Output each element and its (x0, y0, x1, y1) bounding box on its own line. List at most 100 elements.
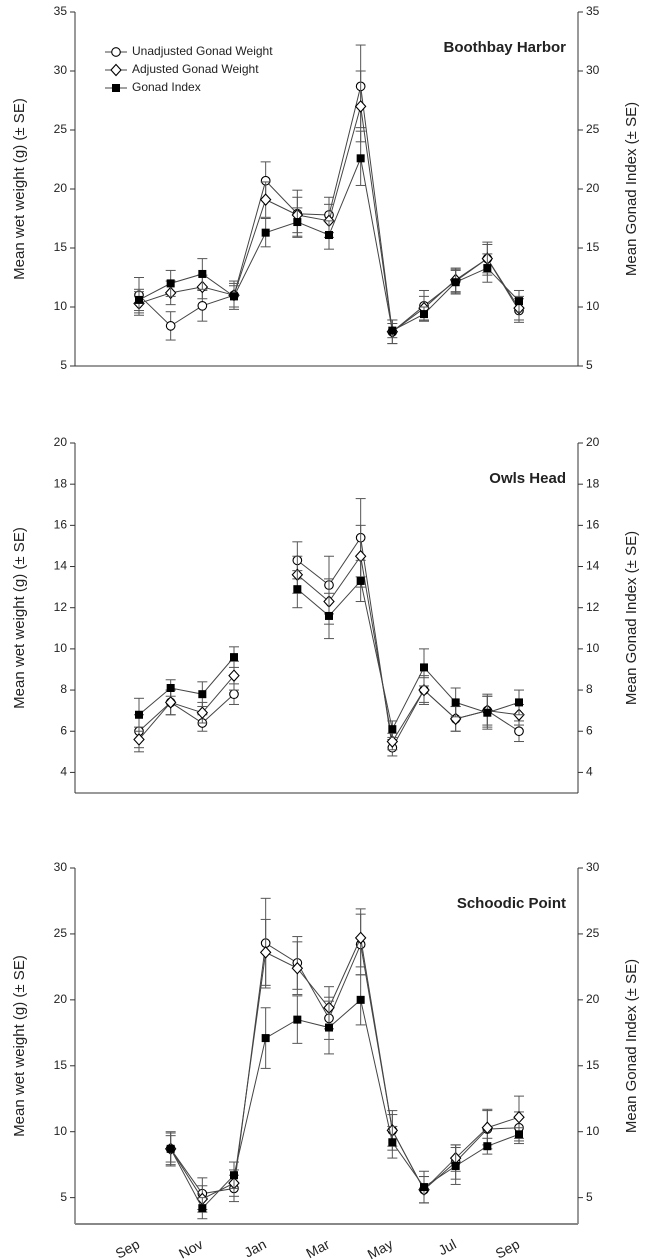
marker (197, 300, 208, 311)
series-line (138, 579, 520, 731)
y2-tick-label: 15 (586, 1058, 600, 1072)
y-tick-label: 25 (54, 122, 68, 136)
y2-axis-label: Mean Gonad Index (± SE) (623, 959, 640, 1133)
marker (228, 669, 240, 682)
y-tick-label: 8 (60, 682, 67, 696)
marker (451, 698, 460, 707)
marker (420, 1183, 428, 1192)
y2-tick-label: 5 (586, 1190, 593, 1204)
marker (259, 946, 272, 959)
marker (135, 710, 143, 719)
marker (229, 689, 239, 700)
marker (261, 228, 270, 237)
y2-tick-label: 12 (586, 600, 600, 614)
marker (515, 698, 523, 707)
y-tick-label: 10 (54, 641, 68, 655)
marker (325, 231, 333, 240)
marker (166, 684, 175, 692)
y-tick-label: 12 (54, 600, 68, 614)
y2-tick-label: 10 (586, 299, 600, 313)
y-tick-label: 4 (60, 765, 67, 779)
y2-tick-label: 6 (586, 723, 593, 737)
series-line (138, 554, 520, 743)
y-tick-label: 5 (60, 358, 67, 372)
marker (483, 1142, 492, 1151)
x-tick-label: Sep (113, 1236, 143, 1260)
x-tick-label: Nov (176, 1236, 206, 1260)
panel-title: Boothbay Harbor (443, 39, 566, 56)
legend-label: Gonad Index (132, 80, 201, 94)
marker (293, 1015, 302, 1024)
marker (483, 708, 492, 717)
marker (420, 663, 428, 672)
y-tick-label: 20 (54, 181, 68, 195)
y2-tick-label: 30 (586, 63, 600, 77)
y2-tick-label: 35 (586, 4, 600, 18)
y2-tick-label: 15 (586, 240, 600, 254)
x-tick-label: Jul (435, 1236, 458, 1259)
y-tick-label: 15 (54, 1058, 68, 1072)
y-axis-label: Mean wet weight (g) (± SE) (11, 98, 28, 280)
y2-tick-label: 30 (586, 860, 600, 874)
marker (293, 218, 302, 227)
marker (230, 653, 238, 662)
y-tick-label: 14 (54, 559, 68, 573)
marker (418, 683, 430, 697)
y-tick-label: 25 (54, 926, 68, 940)
marker (293, 585, 302, 594)
x-tick-label: Jan (241, 1236, 268, 1260)
marker (451, 278, 460, 287)
y-tick-label: 20 (54, 435, 68, 449)
y-tick-label: 16 (54, 518, 68, 532)
marker (259, 193, 272, 206)
marker (325, 1023, 333, 1032)
y2-tick-label: 8 (586, 682, 593, 696)
marker (111, 47, 121, 57)
marker (166, 279, 175, 288)
x-tick-label: May (365, 1236, 396, 1260)
panel-title: Owls Head (489, 470, 566, 487)
marker (198, 690, 207, 699)
y2-tick-label: 10 (586, 1124, 600, 1138)
y-tick-label: 18 (54, 476, 68, 490)
series-line (170, 936, 520, 1200)
y2-tick-label: 18 (586, 476, 600, 490)
marker (112, 84, 120, 92)
marker (354, 100, 367, 113)
marker (515, 297, 523, 306)
y-axis-label: Mean wet weight (g) (± SE) (11, 955, 28, 1137)
legend-label: Adjusted Gonad Weight (132, 62, 259, 76)
marker (291, 961, 304, 975)
marker (164, 696, 177, 709)
y2-tick-label: 25 (586, 122, 600, 136)
marker (420, 310, 428, 319)
y-tick-label: 30 (54, 63, 68, 77)
marker (166, 1144, 175, 1153)
y-tick-label: 10 (54, 299, 68, 313)
marker (451, 1161, 460, 1170)
marker (386, 735, 399, 748)
marker (198, 1204, 207, 1213)
y2-tick-label: 20 (586, 181, 600, 195)
y2-tick-label: 4 (586, 765, 593, 779)
y2-tick-label: 14 (586, 559, 600, 573)
marker (514, 726, 524, 737)
series-line (170, 998, 520, 1210)
marker (388, 1138, 397, 1147)
marker (261, 1034, 270, 1043)
y-tick-label: 10 (54, 1124, 68, 1138)
y-axis-label: Mean wet weight (g) (± SE) (11, 527, 28, 709)
marker (356, 154, 365, 163)
marker (481, 1121, 494, 1135)
y-tick-label: 20 (54, 992, 68, 1006)
marker (388, 725, 397, 734)
marker (230, 292, 238, 301)
panel-title: Schoodic Point (457, 895, 566, 912)
marker (354, 931, 367, 945)
x-tick-label: Mar (303, 1236, 332, 1260)
marker (198, 269, 207, 278)
marker (325, 611, 333, 620)
marker (135, 295, 143, 304)
marker (133, 733, 145, 746)
